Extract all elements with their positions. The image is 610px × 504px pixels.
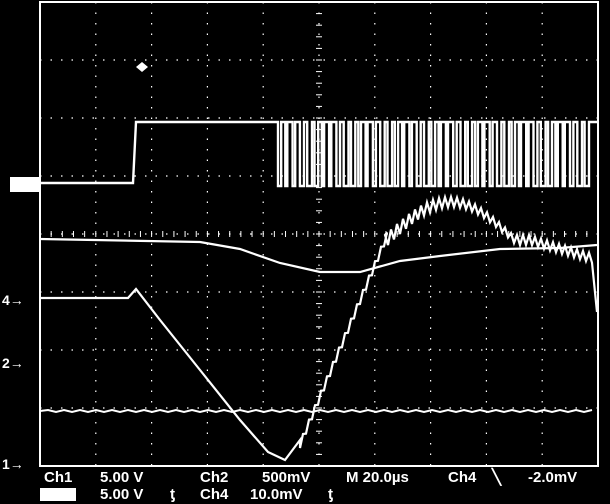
bandwidth-limit-icon: ƫ <box>328 486 333 503</box>
ch4-level-label: 4 <box>2 292 10 308</box>
graticule-grid <box>39 1 599 467</box>
ch4-label: Ch4 <box>200 486 229 503</box>
ch2-level-label: 2 <box>2 355 10 371</box>
trigger-source: Ch4 <box>448 469 477 486</box>
ch3-ground-marker <box>10 177 40 192</box>
ch1-trace <box>39 408 593 414</box>
bandwidth-limit-icon: ƫ <box>170 486 175 503</box>
ch4-scale: 10.0mV <box>250 486 303 503</box>
timebase: M 20.0µs <box>346 469 409 486</box>
ch3-trace <box>40 120 597 188</box>
trigger-position-marker <box>136 62 148 72</box>
trigger-slope-icon: ╲ <box>492 469 502 486</box>
trigger-level: -2.0mV <box>528 469 578 486</box>
ch2-level-marker: 2→ <box>2 356 24 370</box>
readout-row-1: Ch1 5.00 V Ch2 500mV M 20.0µs Ch4 ╲ -2.0… <box>0 470 610 486</box>
marker-arrow-icon: → <box>9 456 24 472</box>
ch4-level-marker: 4→ <box>2 293 24 307</box>
ch3-scale: 5.00 V <box>100 486 144 503</box>
ch1-level-label: 1 <box>2 456 10 472</box>
marker-arrow-icon: → <box>9 292 24 308</box>
ch2-label: Ch2 <box>200 469 229 486</box>
waveform-traces <box>10 62 599 462</box>
ch1-level-marker: 1→ <box>2 457 24 471</box>
ch2-trace <box>40 193 599 462</box>
marker-arrow-icon: → <box>9 355 24 371</box>
ch1-label: Ch1 <box>44 469 73 486</box>
ch1-scale: 5.00 V <box>100 469 144 486</box>
ch2-scale: 500mV <box>262 469 311 486</box>
readout-row-2: 5.00 V ƫ Ch4 10.0mV ƫ <box>0 487 610 503</box>
ch3-indicator-box <box>40 488 76 501</box>
